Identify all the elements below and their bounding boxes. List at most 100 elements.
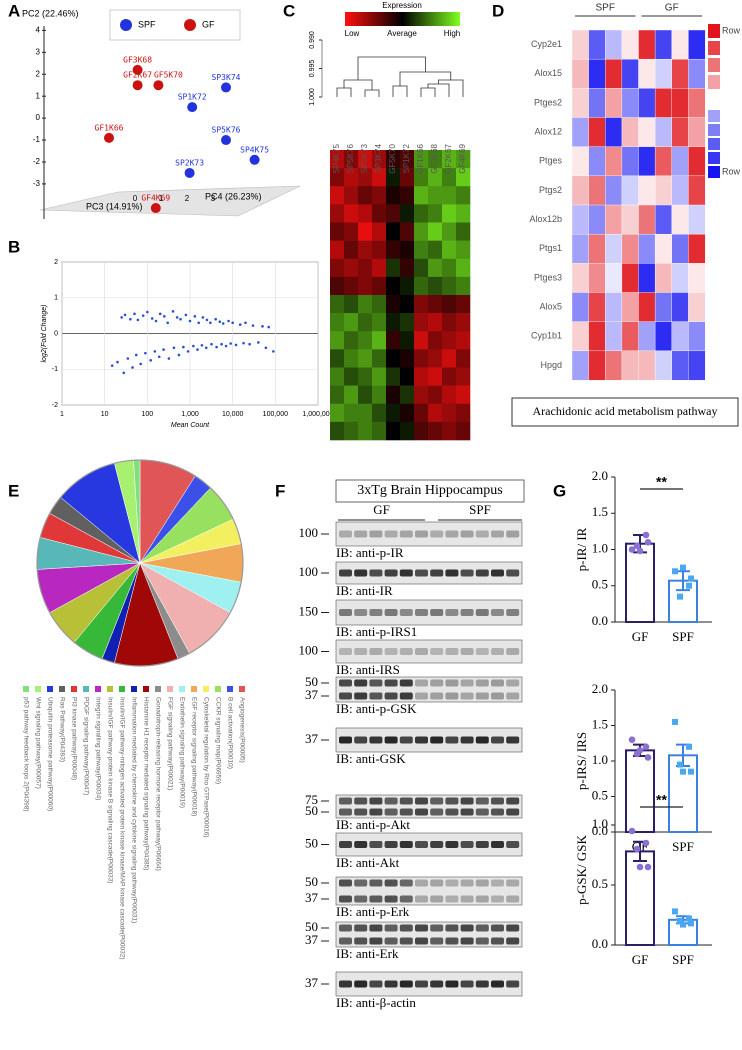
heatmap-cell xyxy=(442,313,457,332)
band xyxy=(384,980,398,988)
heatmap-cell xyxy=(386,295,401,314)
x-tick-label: SPF xyxy=(672,952,694,967)
point-label: GF2K67 xyxy=(123,71,152,80)
y-tick-label: -2 xyxy=(33,157,41,166)
band xyxy=(491,530,504,538)
heatmap-cell xyxy=(400,276,415,296)
band xyxy=(491,736,504,744)
heatmap-cell xyxy=(671,321,689,352)
band xyxy=(399,736,413,744)
point xyxy=(257,341,260,344)
band xyxy=(430,808,444,816)
heatmap-cell xyxy=(605,58,623,89)
column-label: GF2K67 xyxy=(444,143,453,173)
blot-label: IB: anti-Akt xyxy=(336,855,400,870)
point xyxy=(267,325,271,329)
band xyxy=(354,808,368,816)
point xyxy=(134,353,138,357)
band xyxy=(430,797,444,805)
y-tick-label: 0.990 xyxy=(309,31,316,49)
legend-swatch xyxy=(708,138,720,150)
band xyxy=(506,841,520,848)
legend-swatch xyxy=(71,686,77,692)
heatmap-cell xyxy=(400,222,415,241)
point xyxy=(193,315,197,318)
heatmap-cell xyxy=(571,204,590,235)
blot xyxy=(335,639,523,664)
heatmap-cell xyxy=(414,349,429,368)
heatmap-cell xyxy=(414,295,429,314)
heatmap-cell xyxy=(386,258,401,278)
panel-label: C xyxy=(283,1,295,20)
panel-label: D xyxy=(492,1,504,20)
band xyxy=(445,530,459,538)
point xyxy=(158,312,162,316)
heatmap-cell xyxy=(358,313,373,332)
heatmap-cell xyxy=(654,321,673,352)
scale-label: High xyxy=(444,29,460,38)
band xyxy=(445,609,459,616)
heatmap-cell xyxy=(386,222,401,241)
data-point xyxy=(680,768,686,775)
heatmap-cell xyxy=(588,292,606,323)
band xyxy=(369,569,383,577)
band xyxy=(475,736,489,744)
band xyxy=(445,648,459,655)
heatmap-cell xyxy=(638,321,656,352)
heatmap-cell xyxy=(571,58,590,89)
point xyxy=(167,357,171,360)
heatmap-cell xyxy=(372,186,387,205)
bar xyxy=(668,754,698,834)
point xyxy=(231,321,234,325)
point xyxy=(238,323,242,326)
point xyxy=(234,343,238,347)
heatmap-cell xyxy=(428,313,443,332)
legend-swatch xyxy=(708,166,720,178)
y-tick-label: 2.0 xyxy=(592,468,608,483)
heatmap-cell xyxy=(358,421,373,441)
band xyxy=(339,736,352,744)
heatmap-cell xyxy=(654,29,673,60)
heatmap-cell xyxy=(621,321,639,352)
heatmap-cell xyxy=(358,367,373,386)
y-tick-label: -2 xyxy=(52,402,58,409)
column-label: SP2K73 xyxy=(360,143,369,173)
heatmap-cell xyxy=(605,350,623,381)
heatmap-cell xyxy=(588,58,606,89)
heatmap-cell xyxy=(344,313,359,332)
y-tick-label: 1.000 xyxy=(309,88,316,106)
band xyxy=(354,736,368,744)
point xyxy=(116,360,119,364)
heatmap-cell xyxy=(456,403,471,423)
heatmap-cell xyxy=(671,117,689,148)
band xyxy=(491,692,504,700)
point xyxy=(150,317,154,320)
legend-swatch xyxy=(215,686,221,692)
band xyxy=(354,895,368,903)
band xyxy=(339,609,352,616)
legend-label: Row min xyxy=(722,166,742,176)
band xyxy=(445,841,459,848)
heatmap-cell xyxy=(456,313,471,332)
heatmap-cell xyxy=(330,186,345,205)
heatmap-cell xyxy=(638,58,656,89)
heatmap-cell xyxy=(428,240,443,260)
point xyxy=(200,343,204,347)
band xyxy=(430,924,444,932)
band xyxy=(430,937,444,945)
heatmap-cell xyxy=(605,233,623,264)
band xyxy=(475,679,489,687)
data-point xyxy=(686,582,692,589)
heatmap-cell xyxy=(344,258,359,278)
band xyxy=(445,924,459,932)
band xyxy=(430,841,444,848)
panel-label: E xyxy=(8,481,19,500)
band xyxy=(415,569,428,577)
heatmap-cell xyxy=(621,175,639,206)
heatmap-cell xyxy=(344,331,359,350)
heatmap-cell xyxy=(330,295,345,314)
blot-label: IB: anti-p-GSK xyxy=(336,701,417,716)
y-tick-label: 0 xyxy=(54,330,58,337)
band xyxy=(430,530,444,538)
column-label: SP3K74 xyxy=(374,143,383,173)
